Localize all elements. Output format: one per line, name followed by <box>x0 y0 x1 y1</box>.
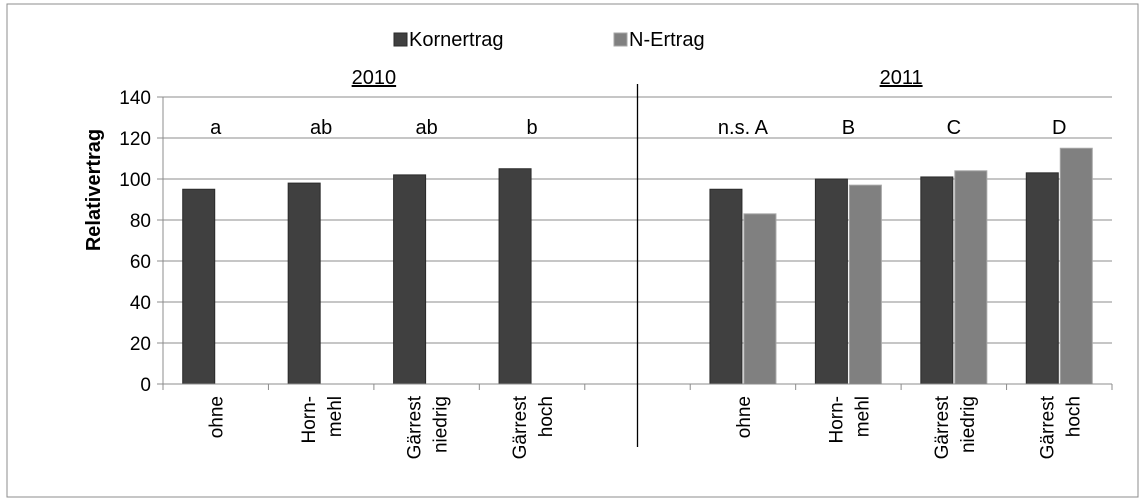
bar-kornertrag <box>287 182 321 385</box>
bar-kornertrag <box>1025 172 1059 385</box>
year-label: 2010 <box>352 67 397 89</box>
significance-label: C <box>947 117 961 139</box>
y-tick-label: 120 <box>119 129 151 150</box>
category-label-line: Gärrest <box>510 395 531 459</box>
category-label-line: niedrig <box>431 396 452 453</box>
category-label-line: Gärrest <box>1037 395 1058 459</box>
category-label: ohne <box>207 396 228 438</box>
bar-n-ertrag <box>848 184 882 385</box>
bar-kornertrag <box>498 168 532 385</box>
y-tick-label: 80 <box>130 211 151 232</box>
category-label-line: Horn- <box>826 396 847 444</box>
category-label-line: ohne <box>734 396 755 438</box>
category-label: Horn-mehl <box>826 396 873 444</box>
significance-label: n.s. A <box>718 117 769 139</box>
category-label-line: Gärrest <box>932 395 953 459</box>
category-label: Gärrest niedrig <box>932 395 979 459</box>
category-label: Horn-mehl <box>299 396 346 444</box>
y-axis: 0 20 40 60 80 100 120 140 <box>119 88 164 396</box>
category-label-line: mehl <box>852 396 873 437</box>
y-axis-label: Relativertrag <box>83 129 105 251</box>
significance-label: ab <box>415 117 437 139</box>
category-label-line: Horn- <box>299 396 320 444</box>
bar-n-ertrag <box>1059 147 1093 385</box>
significance-label: B <box>842 117 855 139</box>
y-tick-label: 140 <box>119 88 151 109</box>
y-tick-label: 0 <box>140 375 151 396</box>
category-label-line: hoch <box>1063 396 1084 437</box>
significance-label: b <box>526 117 537 139</box>
category-label-line: Gärrest <box>405 395 426 459</box>
significance-label: D <box>1052 117 1066 139</box>
bar-kornertrag <box>182 188 216 385</box>
category-label-line: hoch <box>536 396 557 437</box>
category-label: Gärrest hoch <box>510 395 557 459</box>
category-label-line: ohne <box>207 396 228 438</box>
y-tick-label: 100 <box>119 170 151 191</box>
x-axis <box>162 84 1113 447</box>
bar-kornertrag <box>920 176 954 385</box>
category-label: ohne <box>734 396 755 438</box>
year-label: 2011 <box>880 67 923 89</box>
y-tick-label: 20 <box>130 334 151 355</box>
legend-swatch <box>613 32 628 47</box>
bar-n-ertrag <box>743 213 777 385</box>
bar-kornertrag <box>393 174 427 385</box>
y-tick-label: 60 <box>130 252 151 273</box>
category-label-line: niedrig <box>958 396 979 453</box>
bars <box>182 147 1093 385</box>
legend-swatch <box>393 32 408 47</box>
category-label: Gärrest niedrig <box>405 395 452 459</box>
y-tick-label: 40 <box>130 293 151 314</box>
bar-kornertrag <box>709 188 743 385</box>
annotations: a ab ab b n.s. A B C D 2010 2011 <box>210 67 1066 139</box>
category-label: Gärrest hoch <box>1037 395 1084 459</box>
category-label-line: mehl <box>325 396 346 437</box>
significance-label: a <box>210 117 222 139</box>
legend: Kornertrag N-Ertrag <box>393 29 705 51</box>
significance-label: ab <box>310 117 332 139</box>
legend-label: N-Ertrag <box>629 29 705 51</box>
bar-n-ertrag <box>954 170 988 385</box>
legend-label: Kornertrag <box>409 29 504 51</box>
bar-kornertrag <box>814 178 848 385</box>
category-labels: ohne Horn-mehl Gärrest niedrig Gärrest hoch oh… <box>207 395 1085 459</box>
